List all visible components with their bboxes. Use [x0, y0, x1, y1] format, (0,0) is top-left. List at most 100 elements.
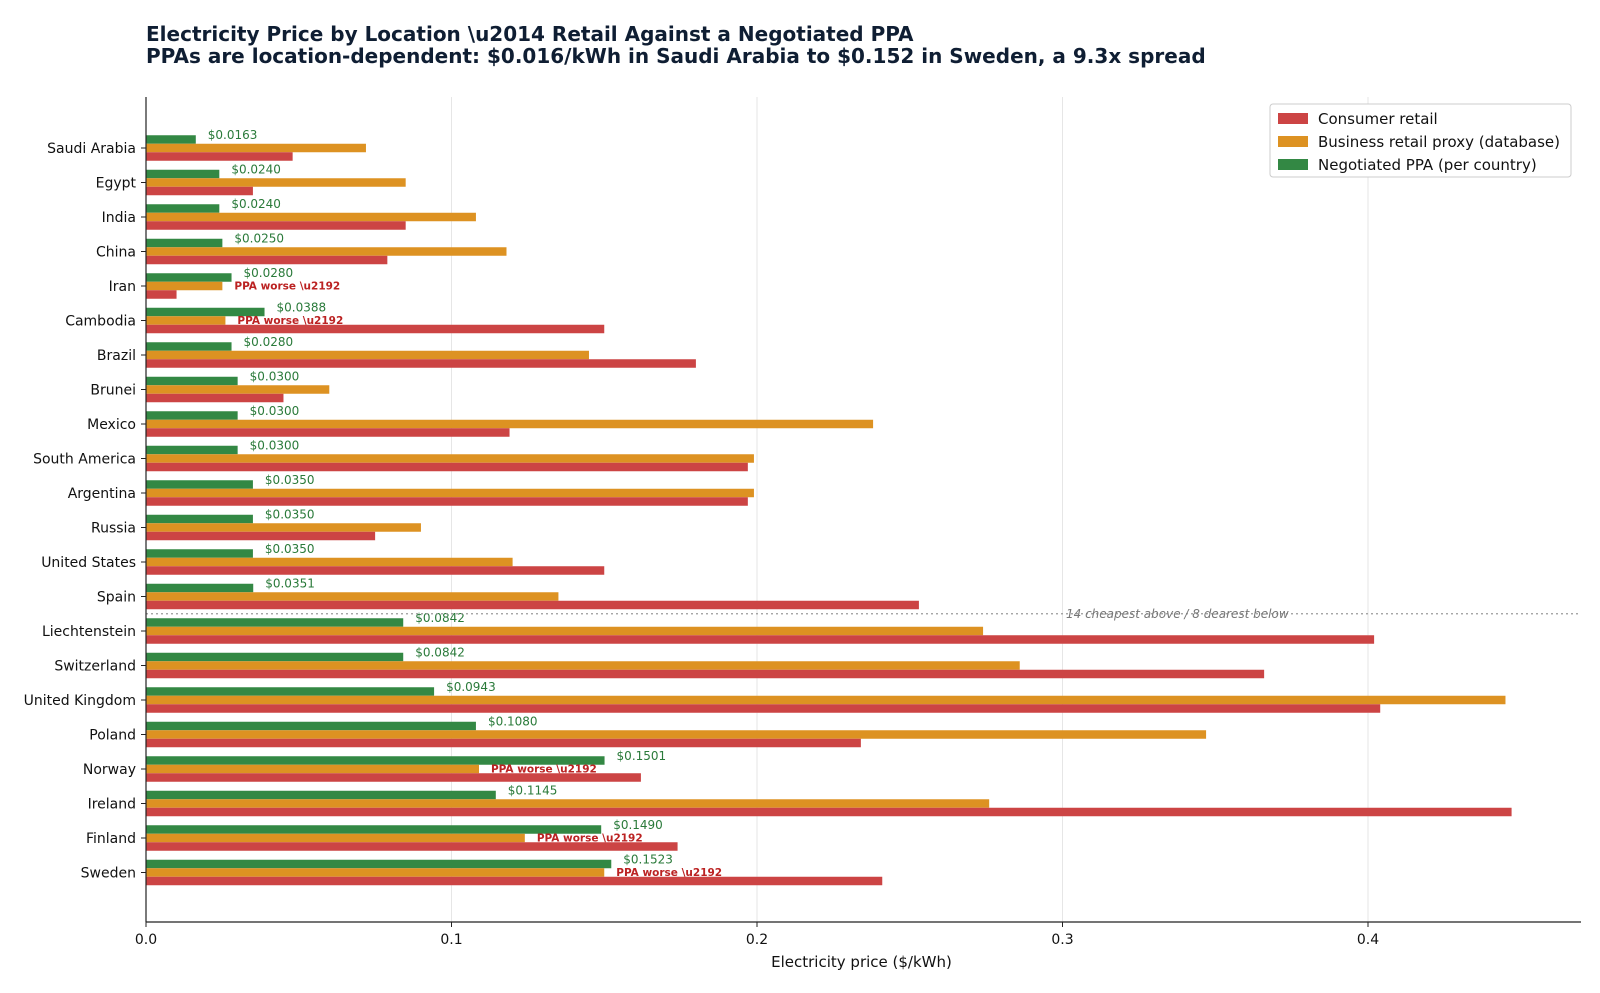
bar-consumer-retail-egypt: [146, 186, 253, 196]
bar-negotiated-ppa-per-country--spain: [146, 583, 254, 593]
ppa-value-label-poland: $0.1080: [488, 715, 538, 729]
ppa-worse-label-cambodia: PPA worse \u2192: [237, 315, 343, 327]
ppa-value-label-china: $0.0250: [234, 232, 284, 246]
bar-business-retail-proxy-database--china: [146, 247, 507, 256]
bar-business-retail-proxy-database--switzerland: [146, 661, 1020, 670]
xtick-label-1: 0.1: [440, 932, 462, 948]
ppa-value-label-mexico: $0.0300: [250, 404, 300, 418]
ppa-value-label-finland: $0.1490: [613, 818, 663, 832]
bar-business-retail-proxy-database--ireland: [146, 799, 990, 808]
bar-business-retail-proxy-database--united-kingdom: [146, 695, 1506, 705]
bar-negotiated-ppa-per-country--united-states: [146, 549, 253, 558]
bar-negotiated-ppa-per-country--liechtenstein: [146, 618, 404, 627]
ppa-value-label-saudi-arabia: $0.0163: [208, 128, 258, 142]
bar-business-retail-proxy-database--finland: [146, 833, 525, 843]
bar-consumer-retail-india: [146, 221, 406, 230]
chart-subtitle: PPAs are location-dependent: $0.016/kWh …: [146, 44, 1206, 68]
legend-box: [1269, 103, 1572, 178]
bar-consumer-retail-sweden: [146, 876, 883, 886]
bar-negotiated-ppa-per-country--united-kingdom: [146, 687, 435, 696]
bar-consumer-retail-united-kingdom: [146, 704, 1381, 713]
bar-consumer-retail-ireland: [146, 807, 1512, 817]
bar-business-retail-proxy-database--liechtenstein: [146, 626, 984, 636]
legend-label-business-retail-proxy-database-: Business retail proxy (database): [1318, 133, 1560, 151]
category-label-liechtenstein: Liechtenstein: [42, 624, 136, 640]
category-label-switzerland: Switzerland: [54, 659, 136, 675]
bar-business-retail-proxy-database--spain: [146, 592, 559, 601]
xtick-label-0: 0.0: [135, 932, 157, 948]
bar-negotiated-ppa-per-country--china: [146, 238, 223, 248]
bar-negotiated-ppa-per-country--russia: [146, 514, 253, 524]
bar-consumer-retail-brunei: [146, 393, 284, 403]
bar-consumer-retail-finland: [146, 842, 678, 851]
bar-business-retail-proxy-database--iran: [146, 281, 223, 291]
bar-consumer-retail-saudi-arabia: [146, 152, 293, 161]
category-label-united-kingdom: United Kingdom: [24, 693, 136, 709]
legend-swatch-consumer-retail: [1278, 113, 1308, 124]
category-label-brunei: Brunei: [90, 383, 136, 399]
ppa-value-label-switzerland: $0.0842: [415, 646, 465, 660]
bar-business-retail-proxy-database--saudi-arabia: [146, 143, 366, 153]
bar-negotiated-ppa-per-country--poland: [146, 721, 476, 731]
ppa-value-label-argentina: $0.0350: [265, 473, 315, 487]
category-label-united-states: United States: [41, 555, 136, 571]
bar-business-retail-proxy-database--poland: [146, 730, 1207, 739]
bar-business-retail-proxy-database--brunei: [146, 385, 330, 394]
legend-swatch-business-retail-proxy-database-: [1278, 136, 1308, 147]
ppa-value-label-south-america: $0.0300: [250, 439, 300, 453]
category-label-sweden: Sweden: [81, 866, 136, 882]
bar-consumer-retail-china: [146, 255, 388, 265]
category-label-egypt: Egypt: [96, 176, 137, 192]
ppa-worse-label-norway: PPA worse \u2192: [491, 764, 597, 776]
ppa-value-label-norway: $0.1501: [617, 749, 667, 763]
bar-business-retail-proxy-database--russia: [146, 523, 421, 532]
category-label-south-america: South America: [33, 452, 136, 468]
group-divider-label: 14 cheapest above / 8 dearest below: [1066, 607, 1289, 621]
category-label-mexico: Mexico: [87, 417, 136, 433]
bar-negotiated-ppa-per-country--argentina: [146, 480, 253, 489]
bar-consumer-retail-brazil: [146, 359, 696, 368]
ppa-worse-label-iran: PPA worse \u2192: [234, 281, 340, 293]
bar-negotiated-ppa-per-country--finland: [146, 825, 602, 834]
bar-business-retail-proxy-database--united-states: [146, 557, 513, 567]
category-label-poland: Poland: [89, 728, 136, 744]
bar-negotiated-ppa-per-country--brunei: [146, 376, 238, 386]
ppa-value-label-united-kingdom: $0.0943: [446, 680, 496, 694]
legend-label-consumer-retail: Consumer retail: [1318, 110, 1438, 128]
category-label-finland: Finland: [86, 831, 136, 847]
bar-consumer-retail-argentina: [146, 497, 748, 506]
ppa-value-label-brunei: $0.0300: [250, 370, 300, 384]
bar-negotiated-ppa-per-country--india: [146, 204, 220, 213]
category-label-ireland: Ireland: [88, 797, 136, 813]
ppa-value-label-liechtenstein: $0.0842: [415, 611, 465, 625]
bar-business-retail-proxy-database--argentina: [146, 488, 754, 498]
bar-negotiated-ppa-per-country--brazil: [146, 342, 232, 351]
bar-consumer-retail-poland: [146, 738, 861, 748]
bar-business-retail-proxy-database--norway: [146, 764, 479, 774]
ppa-value-label-india: $0.0240: [231, 197, 281, 211]
ppa-value-label-iran: $0.0280: [244, 266, 294, 280]
legend-label-negotiated-ppa-per-country-: Negotiated PPA (per country): [1318, 156, 1537, 174]
bar-negotiated-ppa-per-country--ireland: [146, 790, 496, 800]
category-label-iran: Iran: [109, 279, 136, 295]
bar-business-retail-proxy-database--india: [146, 212, 476, 222]
bar-negotiated-ppa-per-country--south-america: [146, 445, 238, 455]
bar-consumer-retail-united-states: [146, 566, 605, 575]
xtick-label-4: 0.4: [1357, 932, 1379, 948]
xtick-label-3: 0.3: [1051, 932, 1073, 948]
category-label-cambodia: Cambodia: [65, 314, 136, 330]
bar-consumer-retail-spain: [146, 600, 919, 610]
ppa-worse-label-sweden: PPA worse \u2192: [616, 867, 722, 879]
bar-business-retail-proxy-database--sweden: [146, 868, 605, 877]
ppa-value-label-united-states: $0.0350: [265, 542, 315, 556]
ppa-worse-label-finland: PPA worse \u2192: [537, 833, 643, 845]
x-axis-label: Electricity price ($/kWh): [771, 953, 952, 971]
ppa-value-label-ireland: $0.1145: [508, 784, 558, 798]
bar-business-retail-proxy-database--mexico: [146, 419, 874, 429]
bar-consumer-retail-south-america: [146, 462, 748, 472]
category-label-brazil: Brazil: [97, 348, 136, 364]
bar-business-retail-proxy-database--south-america: [146, 454, 754, 463]
category-label-russia: Russia: [91, 521, 136, 537]
bar-consumer-retail-iran: [146, 290, 177, 299]
